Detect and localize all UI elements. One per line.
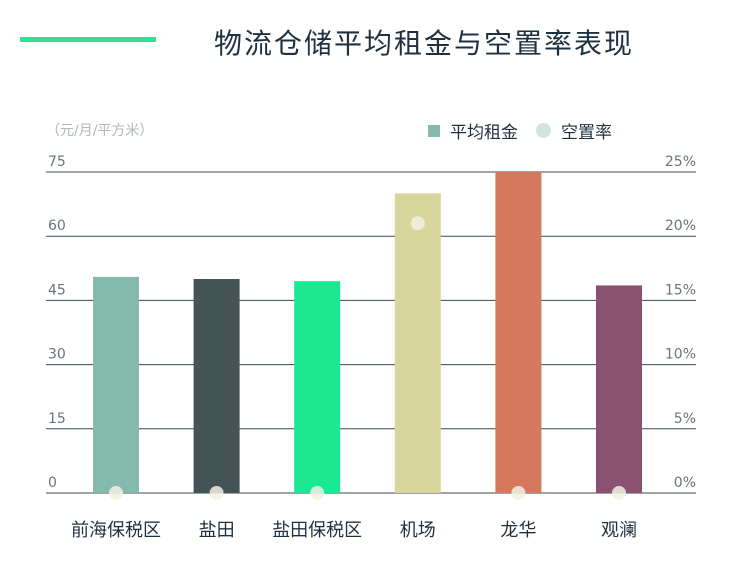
y-axis-unit-label: （元/月/平方米） (46, 123, 154, 139)
x-category-label: 观澜 (601, 520, 637, 541)
y-left-tick-label: 60 (48, 218, 66, 234)
y-left-tick-label: 0 (48, 475, 57, 491)
x-category-label: 前海保税区 (71, 520, 161, 541)
legend-square-icon (428, 124, 440, 137)
x-category-label: 盐田保税区 (272, 520, 362, 541)
bar (93, 276, 139, 493)
bar (495, 172, 542, 493)
title-accent-line (20, 37, 156, 42)
x-category-label: 龙华 (500, 520, 536, 541)
x-category-label: 盐田 (199, 520, 235, 541)
vacancy-dot (209, 486, 224, 500)
vacancy-dot (410, 216, 425, 231)
chart-title: 物流仓储平均租金与空置率表现 (214, 27, 635, 60)
y-left-tick-label: 30 (48, 347, 66, 363)
bar (294, 281, 341, 493)
bar (394, 193, 441, 493)
bar (193, 279, 240, 493)
vacancy-dot (310, 486, 325, 500)
y-right-tick-label: 15% (665, 282, 696, 298)
x-category-label: 机场 (400, 520, 436, 541)
vacancy-dot (109, 486, 123, 500)
legend-item-vacancy: 空置率 (536, 118, 612, 143)
legend-dot-icon (536, 123, 551, 138)
y-left-tick-label: 15 (48, 411, 66, 427)
y-left-tick-label: 75 (48, 154, 66, 170)
vacancy-dot (511, 486, 526, 500)
y-left-tick-label: 45 (48, 282, 66, 298)
vacancy-dot (612, 486, 626, 500)
y-right-tick-label: 5% (674, 411, 696, 427)
legend-label-rent: 平均租金 (450, 123, 518, 143)
y-right-tick-label: 20% (665, 218, 696, 234)
legend-item-rent: 平均租金 (428, 118, 518, 143)
y-right-tick-label: 0% (674, 475, 696, 491)
y-right-tick-label: 25% (665, 154, 696, 170)
y-right-tick-label: 10% (665, 347, 696, 363)
bar (596, 285, 642, 493)
chart-legend: 平均租金 空置率 (428, 118, 630, 143)
legend-label-vacancy: 空置率 (561, 123, 612, 143)
